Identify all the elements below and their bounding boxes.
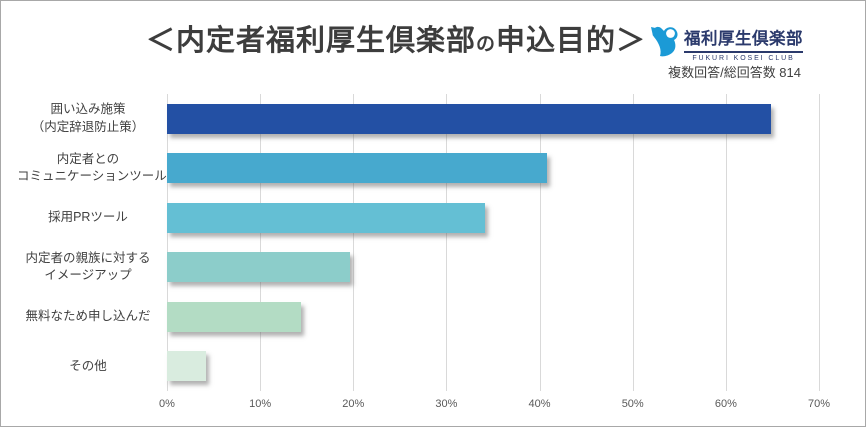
gridline bbox=[632, 94, 634, 391]
x-tick-label: 40% bbox=[528, 398, 551, 410]
category-label-line: （内定辞退防止策） bbox=[31, 119, 145, 134]
club-logo-tagline: FUKURI KOSEI CLUB bbox=[692, 55, 795, 62]
gridline bbox=[539, 94, 541, 391]
chart-title-prefix: ＜内定者福利厚生倶楽部 bbox=[145, 25, 476, 57]
bar-segment bbox=[167, 103, 771, 134]
category-label: 採用PRツール bbox=[17, 193, 159, 243]
gridline bbox=[446, 94, 448, 391]
x-tick-label: 70% bbox=[807, 398, 831, 410]
x-tick-label: 50% bbox=[621, 398, 644, 410]
gridline bbox=[260, 94, 262, 391]
bar-segment bbox=[167, 153, 548, 184]
chart-title-suffix: 申込目的＞ bbox=[496, 25, 647, 57]
category-label: 内定者の親族に対する イメージアップ bbox=[17, 243, 159, 293]
category-label: 無料なため申し込んだ bbox=[17, 292, 159, 342]
bar-segment bbox=[167, 252, 350, 283]
category-label-line: その他 bbox=[69, 358, 107, 373]
category-label: 内定者とのコミュニケーションツール bbox=[17, 144, 167, 194]
response-note: 複数回答/総回答数 814 bbox=[668, 65, 801, 80]
category-label: 囲い込み施策 （内定辞退防止策） bbox=[17, 94, 159, 144]
gridline bbox=[167, 94, 168, 391]
category-label-line: 内定者の親族に対する bbox=[25, 250, 151, 265]
category-label: その他 bbox=[17, 342, 159, 392]
x-tick-label: 20% bbox=[342, 398, 365, 410]
category-label-line: 囲い込み施策 bbox=[50, 102, 126, 117]
chart-title-particle: の bbox=[475, 34, 496, 55]
bar-segment bbox=[167, 301, 302, 332]
gridline bbox=[819, 94, 820, 391]
bar-segment bbox=[167, 351, 207, 382]
x-tick-label: 30% bbox=[435, 398, 458, 410]
club-logo: 福利厚生倶楽部 FUKURI KOSEI CLUB bbox=[650, 23, 803, 64]
x-tick-label: 10% bbox=[249, 398, 272, 410]
chart-title: ＜内定者福利厚生倶楽部の申込目的＞ bbox=[1, 17, 791, 59]
category-label-line: 採用PRツール bbox=[48, 210, 128, 224]
x-tick-label: 60% bbox=[714, 398, 737, 410]
gridline bbox=[725, 94, 727, 391]
gridline bbox=[353, 94, 355, 391]
club-logo-text: 福利厚生倶楽部 FUKURI KOSEI CLUB bbox=[684, 25, 803, 62]
x-tick-label: 0% bbox=[159, 398, 175, 410]
category-label-line: 無料なため申し込んだ bbox=[25, 309, 151, 323]
person-swoosh-icon bbox=[650, 23, 684, 64]
club-logo-name: 福利厚生倶楽部 bbox=[684, 25, 803, 53]
category-label-line: 内定者との bbox=[56, 151, 120, 166]
bar-segment bbox=[167, 202, 485, 233]
category-label-line: コミュニケーションツール bbox=[17, 169, 167, 184]
category-label-line: イメージアップ bbox=[44, 268, 132, 283]
